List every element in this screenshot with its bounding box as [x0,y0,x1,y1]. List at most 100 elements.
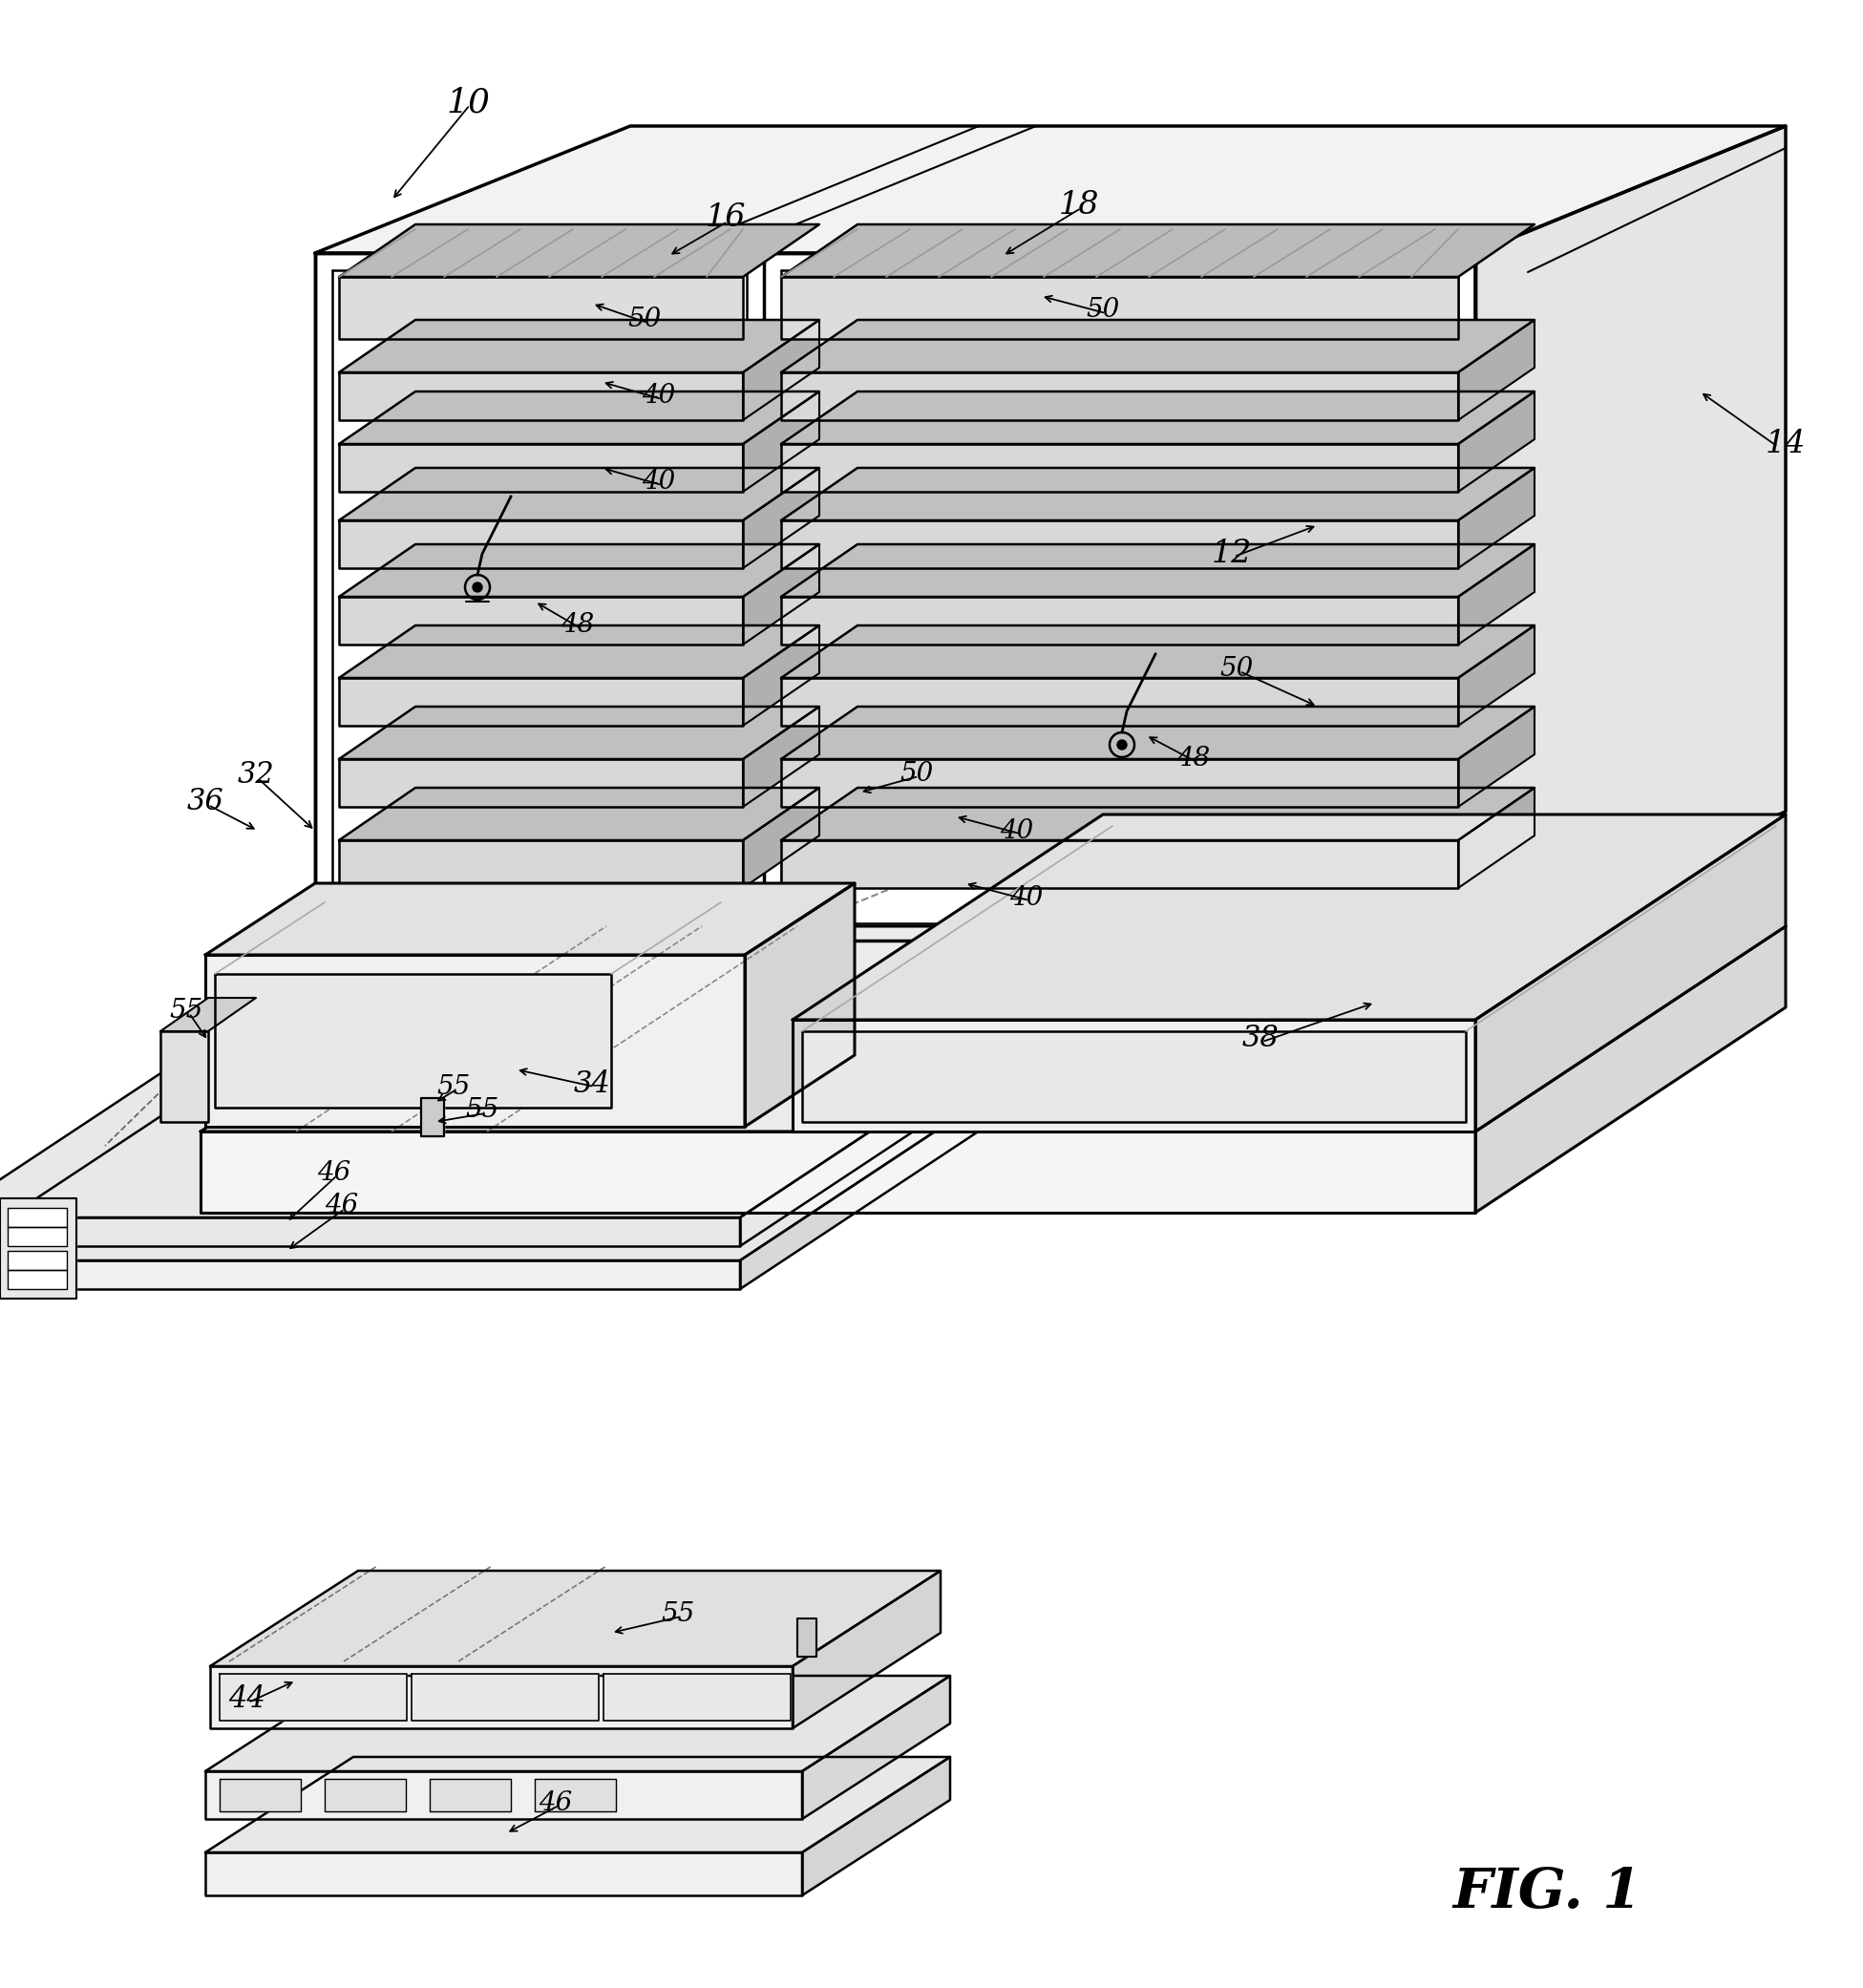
Text: 50: 50 [900,761,933,787]
Text: 55: 55 [466,1097,499,1123]
Text: 48: 48 [561,612,594,638]
Text: 40: 40 [1000,817,1034,843]
Polygon shape [1459,787,1535,889]
Polygon shape [205,1676,950,1771]
Polygon shape [1459,626,1535,726]
Polygon shape [430,1779,510,1811]
Polygon shape [421,1097,443,1137]
Polygon shape [803,1757,950,1895]
Text: 14: 14 [1766,429,1805,459]
Polygon shape [339,787,820,841]
Polygon shape [0,1199,76,1298]
Polygon shape [201,926,1785,1131]
Text: 55: 55 [170,998,203,1024]
Polygon shape [740,1056,1051,1288]
Polygon shape [781,678,1459,726]
Polygon shape [339,443,743,491]
Polygon shape [7,1270,67,1288]
Polygon shape [0,1260,740,1288]
Polygon shape [160,1032,209,1121]
Polygon shape [743,787,820,889]
Text: 50: 50 [628,306,661,332]
Polygon shape [803,1032,1466,1121]
Polygon shape [205,954,745,1127]
Circle shape [473,582,483,592]
Polygon shape [781,759,1459,807]
Polygon shape [743,626,820,726]
Text: 12: 12 [1211,539,1252,569]
Polygon shape [339,545,820,596]
Polygon shape [792,1020,1475,1131]
Polygon shape [339,467,820,521]
Polygon shape [781,596,1459,644]
Polygon shape [205,1853,803,1895]
Polygon shape [339,392,820,443]
Text: 40: 40 [643,384,676,410]
Polygon shape [205,1771,803,1819]
Text: 36: 36 [186,787,224,817]
Polygon shape [535,1779,617,1811]
Polygon shape [781,320,1535,372]
Polygon shape [781,545,1535,596]
Polygon shape [803,1676,950,1819]
Polygon shape [781,443,1459,491]
Polygon shape [214,974,611,1107]
Text: 18: 18 [1058,191,1099,221]
Polygon shape [339,678,743,726]
Polygon shape [743,392,820,491]
Text: 55: 55 [436,1074,469,1099]
Text: 10: 10 [445,87,490,119]
Polygon shape [339,596,743,644]
Polygon shape [211,1571,941,1666]
Polygon shape [339,521,743,569]
Polygon shape [339,372,743,419]
Polygon shape [7,1209,67,1227]
Polygon shape [781,706,1535,759]
Polygon shape [160,998,255,1032]
Polygon shape [220,1779,300,1811]
Polygon shape [781,392,1535,443]
Polygon shape [324,1779,406,1811]
Polygon shape [339,320,820,372]
Polygon shape [0,1217,61,1246]
Text: 55: 55 [661,1600,695,1626]
Polygon shape [1475,125,1785,940]
Polygon shape [339,276,743,340]
Polygon shape [781,467,1535,521]
Polygon shape [0,1012,1051,1217]
Polygon shape [792,1571,941,1728]
Text: 32: 32 [237,761,274,789]
Polygon shape [421,1097,443,1137]
Polygon shape [205,883,855,954]
Polygon shape [740,1012,1051,1246]
Polygon shape [743,545,820,644]
Polygon shape [1459,706,1535,807]
Polygon shape [7,1250,67,1270]
Polygon shape [781,626,1535,678]
Text: FIG. 1: FIG. 1 [1453,1865,1641,1920]
Polygon shape [1459,545,1535,644]
Text: 16: 16 [706,203,745,233]
Polygon shape [0,1260,61,1288]
Polygon shape [339,626,820,678]
Text: 46: 46 [317,1159,350,1185]
Polygon shape [604,1674,790,1722]
Polygon shape [339,759,743,807]
Text: 34: 34 [574,1070,611,1099]
Polygon shape [781,841,1459,889]
Polygon shape [201,1131,1475,1213]
Polygon shape [781,521,1459,569]
Text: 48: 48 [1177,746,1211,771]
Polygon shape [339,225,820,276]
Polygon shape [339,841,743,889]
Polygon shape [1459,467,1535,569]
Text: 38: 38 [1243,1024,1280,1054]
Polygon shape [205,1757,950,1853]
Polygon shape [1459,320,1535,419]
Polygon shape [1475,926,1785,1213]
Text: 50: 50 [1086,298,1120,324]
Polygon shape [315,125,1785,252]
Polygon shape [781,787,1535,841]
Text: 46: 46 [538,1789,572,1815]
Text: 40: 40 [643,469,676,495]
